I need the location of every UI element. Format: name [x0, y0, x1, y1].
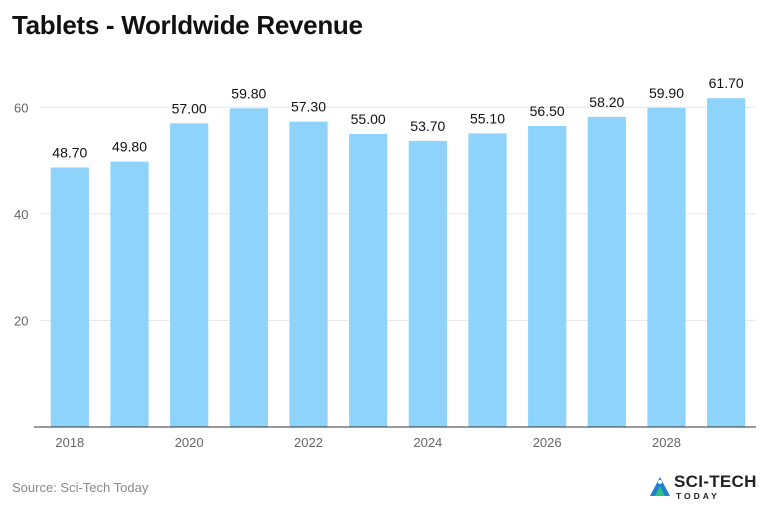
x-tick-label-2020: 2020: [175, 435, 204, 450]
value-label-2026: 56.50: [530, 103, 565, 119]
y-tick-label: 20: [14, 313, 28, 328]
value-label-2019: 49.80: [112, 139, 147, 155]
bar-2026: [528, 125, 567, 428]
brand-logo: SCI-TECH TODAY: [648, 472, 764, 504]
x-tick-label-2022: 2022: [294, 435, 323, 450]
bar-2025: [468, 133, 507, 427]
value-label-2018: 48.70: [52, 145, 87, 161]
value-labels: 48.70 49.80 57.00 59.80 57.30 55.00 53.70 55.10…: [52, 75, 744, 160]
value-label-2029: 61.70: [709, 75, 744, 91]
value-label-2020: 57.00: [172, 100, 207, 116]
logo-subtext: TODAY: [676, 491, 720, 501]
value-label-2028: 59.90: [649, 85, 684, 101]
source-note: Source: Sci-Tech Today: [12, 480, 149, 495]
x-axis-ticks: 2018 2020 2022 2024 2026 2028: [55, 435, 681, 450]
value-label-2024: 53.70: [410, 118, 445, 134]
y-tick-label: 40: [14, 207, 28, 222]
value-label-2022: 57.30: [291, 99, 326, 115]
sci-tech-logo-icon: [650, 477, 670, 496]
bar-2018: [50, 167, 89, 427]
bar-chart: 48.70 49.80 57.00 59.80 57.30 55.00 53.70 55.10…: [14, 75, 756, 450]
x-tick-label-2018: 2018: [55, 435, 84, 450]
bar-2028: [647, 107, 686, 427]
bar-2021: [229, 108, 268, 427]
bars: [50, 98, 746, 428]
value-label-2021: 59.80: [231, 85, 266, 101]
x-tick-label-2028: 2028: [652, 435, 681, 450]
bar-2020: [170, 123, 209, 428]
y-tick-label: 60: [14, 100, 28, 115]
y-axis-ticks: 20 40 60: [14, 100, 28, 328]
x-tick-label-2024: 2024: [413, 435, 442, 450]
bar-2027: [587, 116, 626, 427]
value-label-2025: 55.10: [470, 110, 505, 126]
bar-2029: [707, 98, 746, 427]
x-tick-label-2026: 2026: [533, 435, 562, 450]
bar-2019: [110, 161, 149, 427]
bar-2023: [349, 133, 388, 427]
bar-2022: [289, 121, 328, 428]
value-label-2023: 55.00: [351, 111, 386, 127]
logo-text: SCI-TECH: [674, 472, 757, 491]
bar-2024: [408, 140, 447, 427]
chart-title: Tablets - Worldwide Revenue: [12, 10, 363, 40]
value-label-2027: 58.20: [589, 94, 624, 110]
gridlines: [40, 106, 756, 321]
